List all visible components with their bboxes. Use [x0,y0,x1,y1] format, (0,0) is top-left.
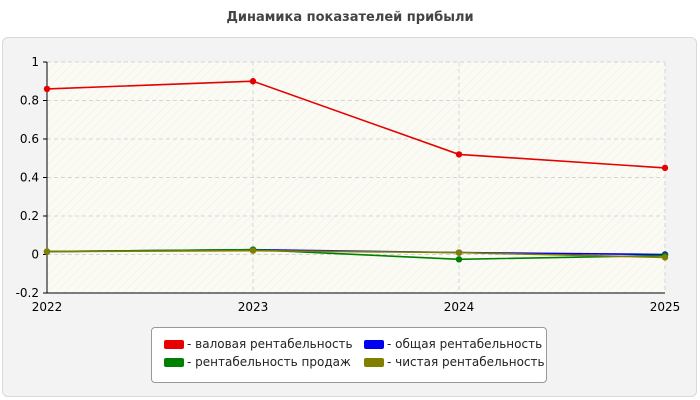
x-tick-label: 2024 [444,300,475,314]
data-point-s3-0 [43,248,51,255]
data-point-s0-3 [661,164,669,172]
y-tick-label: 0.8 [20,94,39,108]
series-lines [46,80,666,261]
x-tick-label: 2025 [650,300,681,314]
data-point-s2-2 [455,256,463,263]
data-point-s0-0 [43,85,51,93]
y-tick-label: 0.4 [20,171,39,185]
legend-label-gross: - валовая рентабельность [187,337,353,351]
data-point-s0-2 [455,151,463,158]
legend-swatch-sales [164,357,184,367]
y-tick-label: 0 [31,248,39,262]
y-tick-label: 0.6 [20,132,39,146]
x-tick-labels: 2022 2023 2024 2025 [32,300,681,314]
y-tick-label: 1 [31,55,39,69]
legend: - валовая рентабельность - общая рентабе… [151,327,547,383]
legend-item-net: - чистая рентабельность [364,355,545,369]
x-tick-label: 2023 [238,300,269,314]
legend-swatch-gross [164,339,184,349]
data-point-s3-2 [455,249,463,256]
y-tick-label: -0.2 [16,286,39,300]
x-tick-label: 2022 [32,300,63,314]
series-points [43,78,669,263]
chart-title: Динамика показателей прибыли [226,10,474,25]
legend-label-total: - общая рентабельность [387,337,543,351]
series-line-3 [46,249,666,259]
y-tick-labels: -0.2 0 0.2 0.4 0.6 0.8 1 [16,55,39,300]
legend-item-total: - общая рентабельность [364,337,542,351]
legend-item-sales: - рентабельность продаж [164,355,351,369]
y-tick-label: 0.2 [20,209,39,223]
series-line-0 [46,80,666,169]
data-point-s3-3 [661,254,669,261]
data-point-s3-1 [249,247,257,254]
data-point-s0-1 [249,78,257,85]
legend-swatch-net [364,357,384,367]
legend-label-sales: - рентабельность продаж [187,355,351,369]
legend-label-net: - чистая рентабельность [387,355,545,369]
legend-swatch-total [364,339,384,349]
legend-item-gross: - валовая рентабельность [164,337,353,351]
